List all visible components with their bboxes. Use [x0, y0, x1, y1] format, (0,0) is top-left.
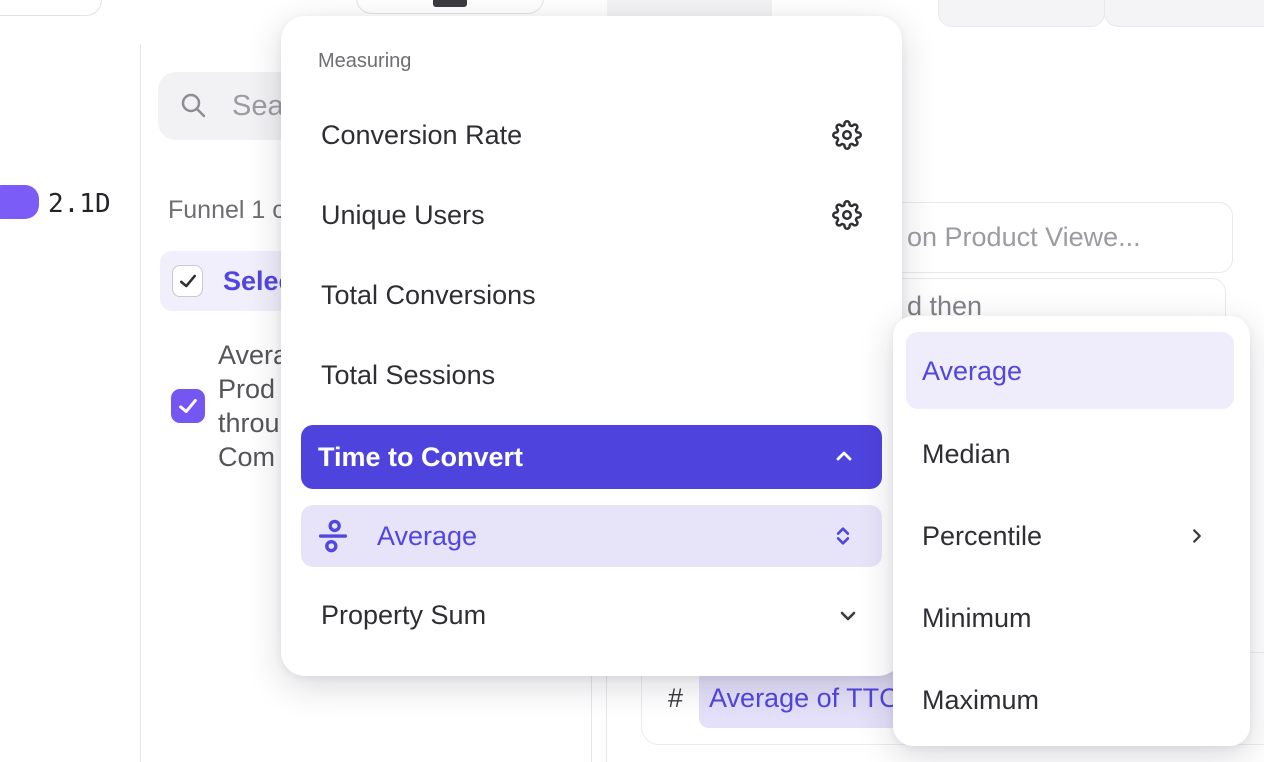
- chevron-right-icon: [1184, 523, 1210, 549]
- search-icon: [178, 90, 210, 122]
- aggregation-dropdown-menu: Average Median Percentile Minimum Maximu…: [893, 316, 1250, 746]
- funnel-step-checkbox[interactable]: [171, 389, 205, 423]
- agg-item-median[interactable]: Median: [922, 438, 1011, 469]
- chevron-down-icon: [834, 601, 862, 629]
- funnel-count-label: Funnel 1 of: [168, 196, 294, 224]
- checkmark-icon: [179, 398, 197, 414]
- top-tab-fragment-2[interactable]: [1104, 0, 1264, 27]
- select-all-checkbox[interactable]: [172, 265, 203, 297]
- menu-section-title: Measuring: [318, 50, 412, 72]
- agg-item-minimum[interactable]: Minimum: [922, 602, 1032, 633]
- menu-item-unique-users[interactable]: Unique Users: [281, 187, 902, 243]
- average-icon: [315, 518, 351, 554]
- up-down-chevron-icon: [830, 523, 856, 549]
- funnel-step-description: Avera Prod throu Com: [218, 340, 289, 472]
- numeric-type-symbol: #: [668, 683, 684, 713]
- top-left-card-fragment: [0, 0, 102, 16]
- gear-icon[interactable]: [832, 200, 862, 230]
- checkmark-icon: [179, 274, 196, 288]
- menu-item-time-to-convert[interactable]: Time to Convert: [301, 425, 882, 489]
- menu-item-total-conversions[interactable]: Total Conversions: [321, 279, 536, 310]
- menu-item-conversion-rate[interactable]: Conversion Rate: [281, 107, 902, 163]
- agg-item-percentile[interactable]: Percentile: [893, 508, 1250, 564]
- chart-bar: [0, 185, 39, 219]
- gear-icon[interactable]: [832, 120, 862, 150]
- selected-item-highlight: [906, 332, 1234, 409]
- agg-item-average[interactable]: Average: [922, 355, 1023, 386]
- top-toolbar-button[interactable]: [356, 0, 544, 14]
- agg-item-maximum[interactable]: Maximum: [922, 684, 1040, 715]
- measuring-dropdown-menu: Measuring Conversion Rate Unique Users T…: [281, 16, 902, 676]
- menu-item-property-sum[interactable]: Property Sum: [281, 587, 902, 643]
- chevron-up-icon: [830, 443, 858, 471]
- chart-bar-value: 2.1D: [48, 189, 111, 219]
- event-step-label: on Product Viewe...: [907, 222, 1141, 252]
- left-column-divider: [140, 44, 141, 762]
- toolbar-button-icon: [433, 0, 467, 7]
- menu-item-ttc-average[interactable]: Average: [301, 505, 882, 567]
- menu-item-total-sessions[interactable]: Total Sessions: [321, 359, 496, 390]
- top-tab-fragment-1[interactable]: [938, 0, 1105, 27]
